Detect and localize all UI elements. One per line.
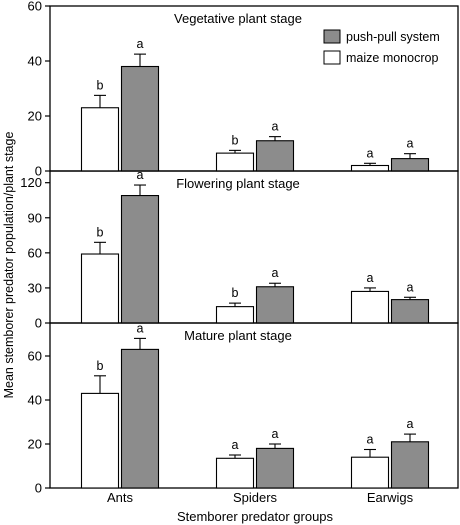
bar xyxy=(390,299,430,324)
bar xyxy=(215,306,255,324)
legend-label-maize: maize monocrop xyxy=(346,51,438,65)
category-label-earwigs: Earwigs xyxy=(367,490,414,505)
bar xyxy=(255,286,295,324)
bar xyxy=(80,107,120,172)
y-tick-label: 90 xyxy=(28,210,42,225)
significance-letter: a xyxy=(407,280,414,294)
bar xyxy=(255,140,295,172)
significance-letter: a xyxy=(137,168,144,182)
bar xyxy=(390,441,430,489)
y-tick-label: 40 xyxy=(28,54,42,69)
significance-letter: a xyxy=(232,438,239,452)
significance-letter: a xyxy=(272,427,279,441)
bar xyxy=(350,164,390,172)
x-axis-title: Stemborer predator groups xyxy=(177,509,334,524)
significance-letter: a xyxy=(367,146,374,160)
legend-swatch-push-pull xyxy=(323,29,341,44)
significance-letter: a xyxy=(407,137,414,151)
panel-title: Vegetative plant stage xyxy=(174,11,302,26)
bar xyxy=(120,348,160,489)
significance-letter: a xyxy=(272,120,279,134)
panel-title: Mature plant stage xyxy=(184,328,292,343)
bar xyxy=(390,158,430,172)
category-label-spiders: Spiders xyxy=(233,490,278,505)
significance-letter: a xyxy=(272,266,279,280)
category-label-ants: Ants xyxy=(107,490,134,505)
bar xyxy=(80,253,120,324)
significance-letter: a xyxy=(367,271,374,285)
bar xyxy=(215,457,255,489)
bar xyxy=(120,65,160,172)
y-tick-label: 60 xyxy=(28,245,42,260)
y-tick-label: 0 xyxy=(35,481,42,496)
legend-swatch-maize xyxy=(323,50,341,65)
y-tick-label: 120 xyxy=(20,175,42,190)
panel-1: 0 20 40 60 Vegetative plant stage b b a a a a xyxy=(28,0,459,179)
significance-letter: a xyxy=(367,433,374,447)
significance-letter: a xyxy=(137,321,144,335)
bar xyxy=(255,447,295,489)
bar xyxy=(215,152,255,172)
y-axis-title: Mean stemborer predator population/plant… xyxy=(2,132,16,399)
y-tick-label: 30 xyxy=(28,280,42,295)
y-tick-label: 60 xyxy=(28,349,42,364)
legend-label-push-pull: push-pull system xyxy=(346,30,440,44)
bar xyxy=(350,290,390,324)
y-tick-label: 60 xyxy=(28,0,42,14)
y-tick-label: 20 xyxy=(28,437,42,452)
bar xyxy=(350,456,390,489)
significance-letter: a xyxy=(407,417,414,431)
significance-letter: b xyxy=(232,133,239,147)
significance-letter: a xyxy=(137,37,144,51)
panel-title: Flowering plant stage xyxy=(176,176,300,191)
significance-letter: b xyxy=(97,225,104,239)
panel-2: 0 30 60 90 120 Flowering plant stage b b a a a a xyxy=(20,168,459,331)
y-tick-label: 20 xyxy=(28,109,42,124)
y-tick-label: 0 xyxy=(35,164,42,179)
bar xyxy=(120,195,160,324)
significance-letter: b xyxy=(97,359,104,373)
significance-letter: b xyxy=(97,78,104,92)
significance-letter: b xyxy=(232,286,239,300)
panel-3: 0 20 40 60 Mature plant stage b a a a a a xyxy=(28,321,459,496)
y-tick-label: 0 xyxy=(35,316,42,331)
y-tick-label: 40 xyxy=(28,393,42,408)
panels: 0 20 40 60 Vegetative plant stage b b a a a a 0 30 60… xyxy=(20,0,459,496)
legend: push-pull system maize monocrop xyxy=(323,29,440,65)
bar xyxy=(80,392,120,489)
